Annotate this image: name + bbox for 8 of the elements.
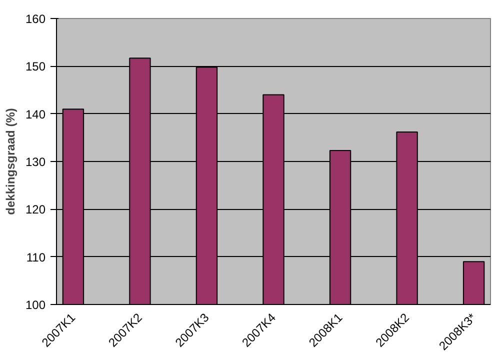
y-tick-label: 130	[25, 155, 46, 169]
y-axis-title: dekkingsgraad (%)	[3, 108, 18, 215]
y-tick-label: 110	[26, 250, 46, 264]
y-tick-label: 100	[25, 298, 46, 312]
y-tick-label: 140	[25, 107, 46, 122]
y-tick-label: 160	[25, 12, 46, 26]
y-tick-label: 150	[25, 60, 46, 74]
y-tick-label: 120	[25, 202, 46, 217]
